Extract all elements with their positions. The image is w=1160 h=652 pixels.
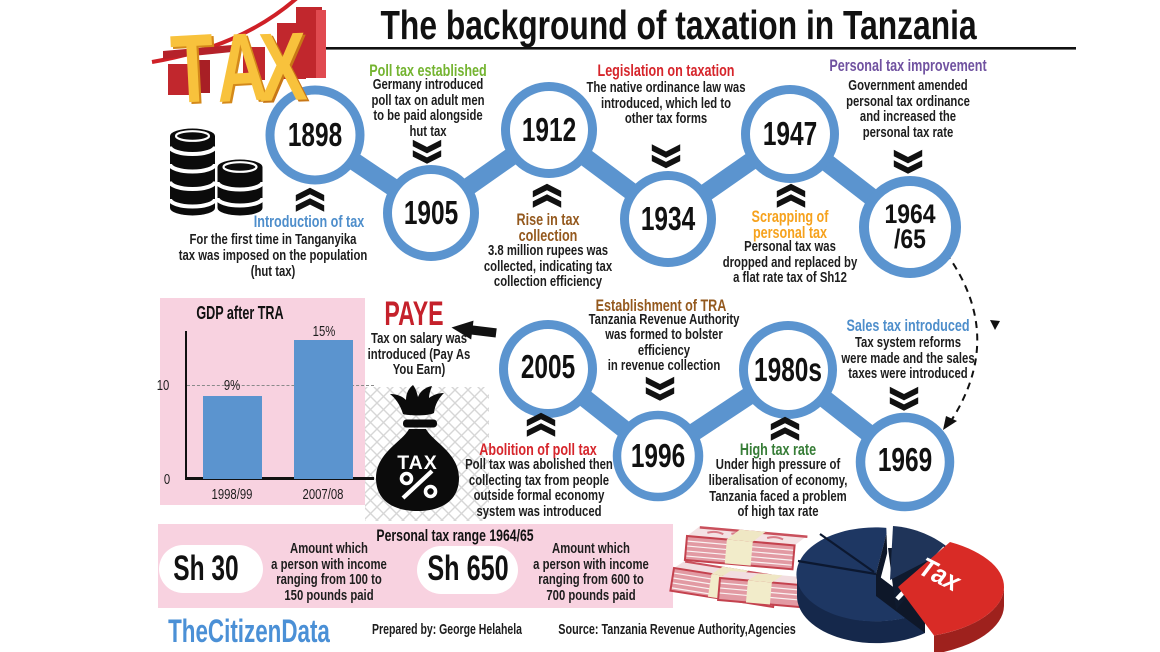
- svg-text:X: X: [257, 13, 309, 123]
- svg-text:T: T: [168, 13, 216, 124]
- svg-text:TAX: TAX: [397, 452, 438, 474]
- svg-text:A: A: [213, 11, 269, 123]
- svg-text:X: X: [259, 15, 311, 125]
- svg-text:T: T: [171, 14, 219, 125]
- svg-text:A: A: [216, 13, 272, 125]
